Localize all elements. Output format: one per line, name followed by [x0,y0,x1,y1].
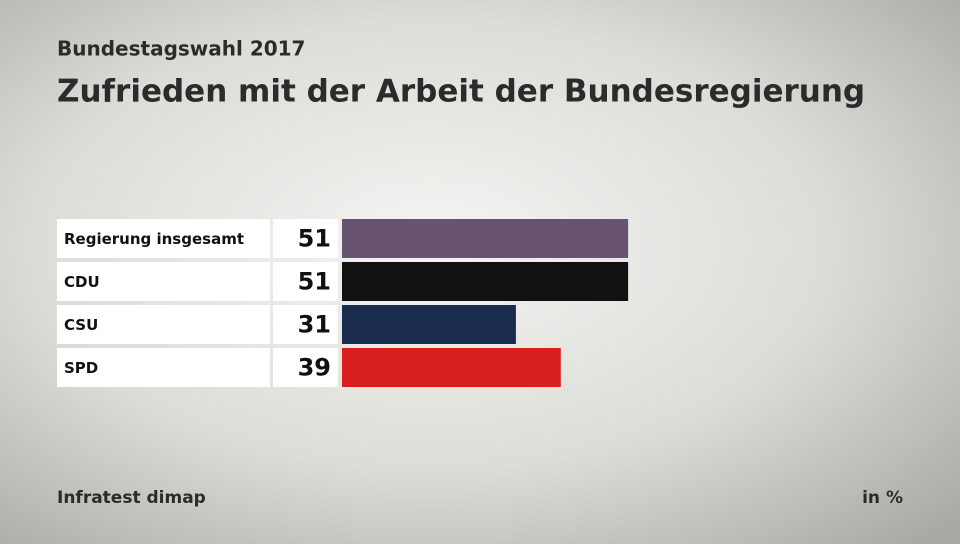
value-label: 51 [298,268,331,296]
value-box [273,262,338,301]
category-label: CDU [64,273,100,291]
value-box [273,305,338,344]
category-label: SPD [64,359,98,377]
category-label: Regierung insgesamt [64,230,244,248]
value-label: 39 [298,354,331,382]
label-box [57,305,270,344]
value-box [273,219,338,258]
bar [342,262,629,301]
label-box [57,219,270,258]
chart-title: Zufrieden mit der Arbeit der Bundesregie… [57,74,865,110]
chart-subtitle: Bundestagswahl 2017 [57,37,305,61]
bar [342,348,561,387]
value-box [273,348,338,387]
value-label: 51 [298,225,331,253]
bar [342,219,629,258]
bar [342,305,516,344]
category-label: CSU [64,316,98,334]
value-label: 31 [298,311,331,339]
unit: in % [862,488,903,508]
label-box [57,348,270,387]
source: Infratest dimap [57,488,206,508]
label-box [57,262,270,301]
